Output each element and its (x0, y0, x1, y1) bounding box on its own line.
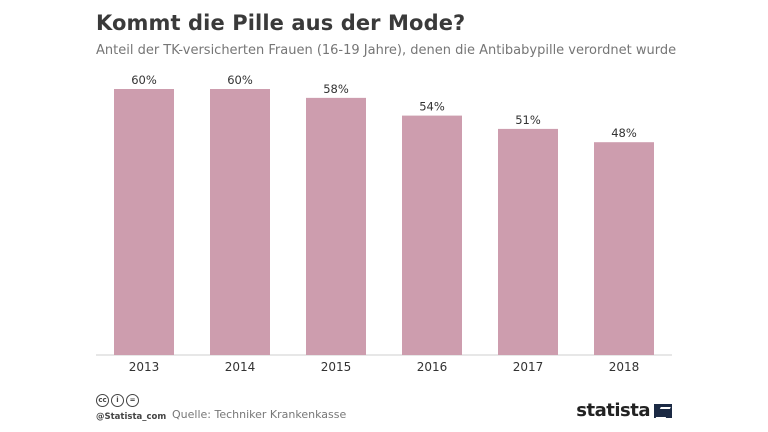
brand-name: statista (576, 400, 650, 421)
source-text: Quelle: Techniker Krankenkasse (172, 408, 347, 421)
bar-2014[interactable] (210, 89, 270, 355)
x-tick-label-2013: 2013 (129, 360, 160, 374)
bar-2016[interactable] (402, 115, 462, 355)
statista-logo[interactable]: statista (576, 400, 672, 421)
value-label-2018: 48% (611, 126, 637, 140)
license-icons[interactable]: cc i = (96, 394, 139, 407)
statista-mark-icon (654, 403, 672, 418)
bar-2018[interactable] (594, 142, 654, 355)
value-label-2013: 60% (131, 73, 157, 87)
x-tick-label-2015: 2015 (321, 360, 352, 374)
attribution-icon: i (111, 394, 124, 407)
no-derivatives-icon: = (126, 394, 139, 407)
value-label-2015: 58% (323, 82, 349, 96)
x-tick-label-2017: 2017 (513, 360, 544, 374)
value-label-2017: 51% (515, 113, 541, 127)
chart-subtitle: Anteil der TK-versicherten Frauen (16-19… (96, 43, 677, 58)
x-tick-label-2014: 2014 (225, 360, 256, 374)
chart-title: Kommt die Pille aus der Mode? (96, 11, 466, 35)
creative-commons-icon: cc (96, 394, 109, 407)
bar-2015[interactable] (306, 97, 366, 355)
bar-2013[interactable] (114, 89, 174, 355)
statista-handle[interactable]: @Statista_com (96, 412, 167, 422)
value-label-2016: 54% (419, 100, 445, 114)
x-tick-label-2016: 2016 (417, 360, 448, 374)
bar-2017[interactable] (498, 128, 558, 355)
x-tick-label-2018: 2018 (609, 360, 640, 374)
value-label-2014: 60% (227, 73, 253, 87)
